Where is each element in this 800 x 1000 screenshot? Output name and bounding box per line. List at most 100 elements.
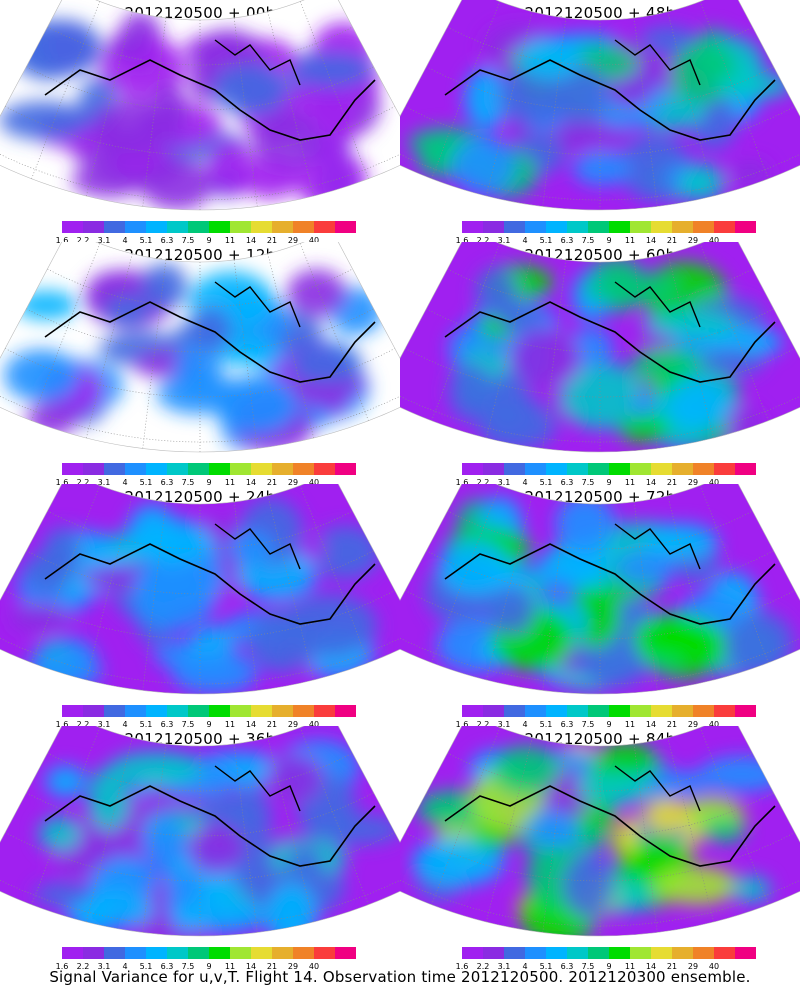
color-scale-cell bbox=[272, 463, 293, 475]
color-scale-label: 1.6 bbox=[455, 720, 469, 729]
color-scale-cell bbox=[546, 221, 567, 233]
map-panel: 2012120500 + 36h 1.6 2.2 3.1 4 5.1 6.3 7.5 9 11 14… bbox=[0, 726, 400, 973]
color-scale-label: 40 bbox=[708, 478, 720, 487]
color-scale-label: 1.6 bbox=[55, 236, 69, 245]
color-scale-cell bbox=[125, 221, 146, 233]
variance-field bbox=[0, 726, 400, 936]
color-scale-label: 1.6 bbox=[455, 478, 469, 487]
color-scale-label: 5.1 bbox=[539, 962, 553, 971]
color-scale-cell bbox=[693, 705, 714, 717]
color-scale-cell bbox=[62, 947, 83, 959]
color-scale-cell bbox=[609, 705, 630, 717]
color-scale-label: 2.2 bbox=[76, 962, 90, 971]
color-scale-label: 3.1 bbox=[497, 236, 511, 245]
color-scale-cell bbox=[462, 705, 483, 717]
variance-field bbox=[0, 242, 400, 452]
color-scale-cell bbox=[104, 221, 125, 233]
map-panel: 2012120500 + 84h 1.6 2.2 3.1 4 5.1 6.3 7.5 9 11 14… bbox=[400, 726, 800, 973]
color-scale-label: 14 bbox=[245, 720, 257, 729]
color-scale-label: 21 bbox=[266, 962, 278, 971]
color-scale-cell bbox=[167, 705, 188, 717]
color-scale-label: 29 bbox=[287, 236, 299, 245]
color-scale-label: 40 bbox=[308, 962, 320, 971]
color-scale-cell bbox=[230, 947, 251, 959]
map-panel: 2012120500 + 24h 1.6 2.2 3.1 4 5.1 6.3 7.5 9 11 14… bbox=[0, 484, 400, 731]
color-scale-cell bbox=[230, 221, 251, 233]
variance-field bbox=[400, 484, 800, 694]
coastline bbox=[444, 785, 776, 867]
color-scale-label: 3.1 bbox=[97, 478, 111, 487]
color-scale-cell bbox=[209, 463, 230, 475]
color-scale-cell bbox=[735, 947, 756, 959]
variance-map bbox=[0, 484, 400, 695]
color-scale-cell bbox=[714, 947, 735, 959]
color-scale-label: 40 bbox=[708, 720, 720, 729]
color-scale-label: 40 bbox=[708, 236, 720, 245]
color-scale-cell bbox=[146, 221, 167, 233]
color-scale-label: 3.1 bbox=[497, 962, 511, 971]
color-scale-bar bbox=[62, 705, 356, 717]
color-scale-label: 1.6 bbox=[55, 720, 69, 729]
color-scale-cell bbox=[735, 221, 756, 233]
color-scale-label: 6.3 bbox=[160, 478, 174, 487]
color-scale-label: 21 bbox=[666, 962, 678, 971]
color-scale-label: 3.1 bbox=[497, 720, 511, 729]
color-scale-label: 1.6 bbox=[55, 962, 69, 971]
color-scale-cell bbox=[62, 221, 83, 233]
color-scale-cell bbox=[293, 947, 314, 959]
coastline bbox=[44, 785, 376, 867]
color-scale-label: 7.5 bbox=[181, 720, 195, 729]
color-scale-cell bbox=[567, 463, 588, 475]
color-scale-cell bbox=[83, 221, 104, 233]
color-scale-label: 2.2 bbox=[476, 478, 490, 487]
color-scale-cell bbox=[83, 947, 104, 959]
coastline bbox=[214, 765, 301, 812]
color-scale-label: 7.5 bbox=[581, 720, 595, 729]
color-scale-cell bbox=[209, 705, 230, 717]
color-scale-label: 7.5 bbox=[181, 962, 195, 971]
color-scale-label: 9 bbox=[206, 720, 212, 729]
color-scale-cell bbox=[651, 463, 672, 475]
variance-field bbox=[400, 726, 800, 936]
color-scale-label: 3.1 bbox=[97, 236, 111, 245]
color-scale-cell bbox=[167, 947, 188, 959]
color-scale-label: 11 bbox=[624, 962, 636, 971]
variance-field bbox=[400, 242, 800, 452]
color-scale-label: 14 bbox=[245, 962, 257, 971]
color-scale-label: 5.1 bbox=[539, 236, 553, 245]
color-scale-cell bbox=[293, 463, 314, 475]
variance-field bbox=[400, 0, 800, 210]
color-scale-label: 29 bbox=[687, 236, 699, 245]
color-scale-label: 2.2 bbox=[476, 962, 490, 971]
color-scale-label: 6.3 bbox=[560, 236, 574, 245]
color-scale-label: 3.1 bbox=[97, 720, 111, 729]
color-scale-cell bbox=[314, 947, 335, 959]
color-scale-label: 9 bbox=[606, 478, 612, 487]
color-scale-label: 11 bbox=[624, 720, 636, 729]
map-panel: 2012120500 + 00h 1.6 2.2 3.1 4 5.1 6.3 7.5 9 11 14… bbox=[0, 0, 400, 247]
color-scale-cell bbox=[314, 463, 335, 475]
color-scale-cell bbox=[251, 221, 272, 233]
color-scale-cell bbox=[146, 705, 167, 717]
color-scale-label: 2.2 bbox=[476, 236, 490, 245]
color-scale-label: 29 bbox=[687, 962, 699, 971]
color-scale-label: 7.5 bbox=[581, 236, 595, 245]
color-scale-cell bbox=[651, 947, 672, 959]
color-scale-cell bbox=[483, 221, 504, 233]
color-scale-cell bbox=[293, 705, 314, 717]
color-scale-cell bbox=[293, 221, 314, 233]
color-scale-cell bbox=[125, 947, 146, 959]
color-scale-label: 4 bbox=[522, 962, 528, 971]
color-scale-label: 5.1 bbox=[139, 478, 153, 487]
color-scale-label: 21 bbox=[666, 236, 678, 245]
color-scale-label: 4 bbox=[122, 962, 128, 971]
color-scale-cell bbox=[188, 705, 209, 717]
color-scale-label: 11 bbox=[624, 478, 636, 487]
color-scale-label: 1.6 bbox=[455, 962, 469, 971]
color-scale-cell bbox=[167, 463, 188, 475]
color-scale-label: 21 bbox=[266, 236, 278, 245]
color-scale-label: 9 bbox=[206, 478, 212, 487]
color-scale-cell bbox=[567, 947, 588, 959]
color-scale-bar bbox=[462, 705, 756, 717]
